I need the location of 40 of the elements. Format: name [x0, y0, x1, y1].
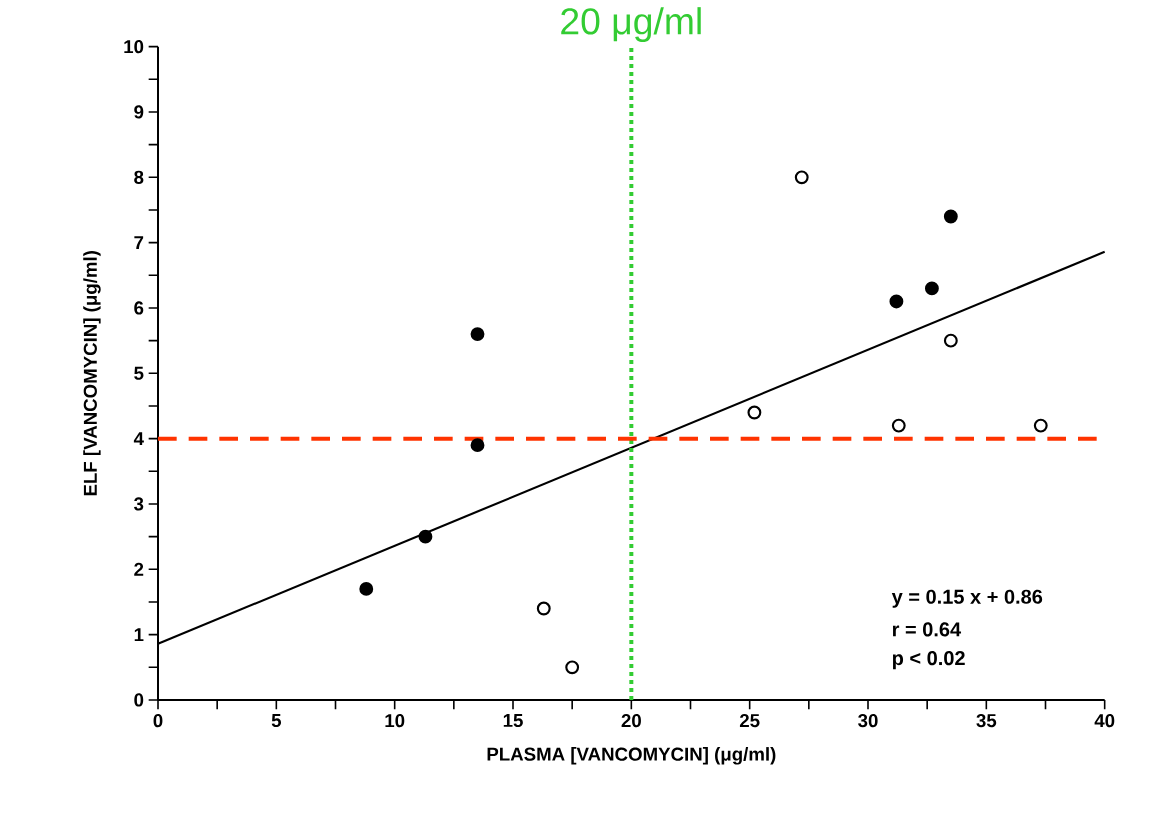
y-tick-label: 5	[134, 366, 144, 380]
point	[889, 294, 904, 309]
point	[1033, 418, 1048, 433]
x-tick-label: 40	[1094, 714, 1115, 728]
point	[794, 170, 809, 185]
x-tick-label: 30	[858, 714, 878, 728]
point	[924, 281, 939, 296]
x-tick-label: 5	[271, 714, 282, 728]
y-tick-label: 7	[134, 236, 144, 250]
annotation: y = 0.15 x + 0.86	[891, 589, 1043, 608]
point	[565, 660, 580, 675]
x-tick-label: 35	[976, 714, 997, 728]
point	[747, 405, 762, 420]
x-tick-label: 20	[621, 714, 641, 728]
point	[359, 581, 374, 596]
y-tick-label: 6	[134, 301, 144, 315]
x-tick-label: 25	[739, 714, 760, 728]
x-tick-label: 15	[503, 714, 523, 728]
x-axis-title: PLASMA [VANCOMYCIN] (μg/ml)	[487, 747, 776, 765]
y-tick-label: 2	[134, 562, 144, 576]
annotation: p < 0.02	[892, 651, 965, 670]
point	[470, 327, 485, 342]
point	[418, 529, 433, 544]
ref-line-label: 20 μg/ml	[561, 7, 701, 42]
x-tick-label: 0	[153, 714, 163, 728]
point	[943, 209, 958, 224]
annotation: r = 0.64	[892, 622, 962, 637]
y-tick-label: 3	[134, 497, 144, 511]
y-tick-label: 8	[134, 170, 144, 184]
point	[943, 333, 958, 348]
y-tick-label: 1	[134, 628, 144, 642]
point	[470, 438, 485, 453]
point	[891, 418, 906, 433]
point	[536, 601, 551, 616]
y-tick-label: 10	[124, 40, 144, 54]
y-tick-label: 9	[134, 105, 144, 119]
y-axis-title: ELF [VANCOMYCIN] (μg/ml)	[83, 251, 101, 496]
x-tick-label: 10	[385, 714, 405, 728]
y-tick-label: 4	[133, 432, 144, 446]
y-tick-label: 0	[134, 693, 144, 707]
